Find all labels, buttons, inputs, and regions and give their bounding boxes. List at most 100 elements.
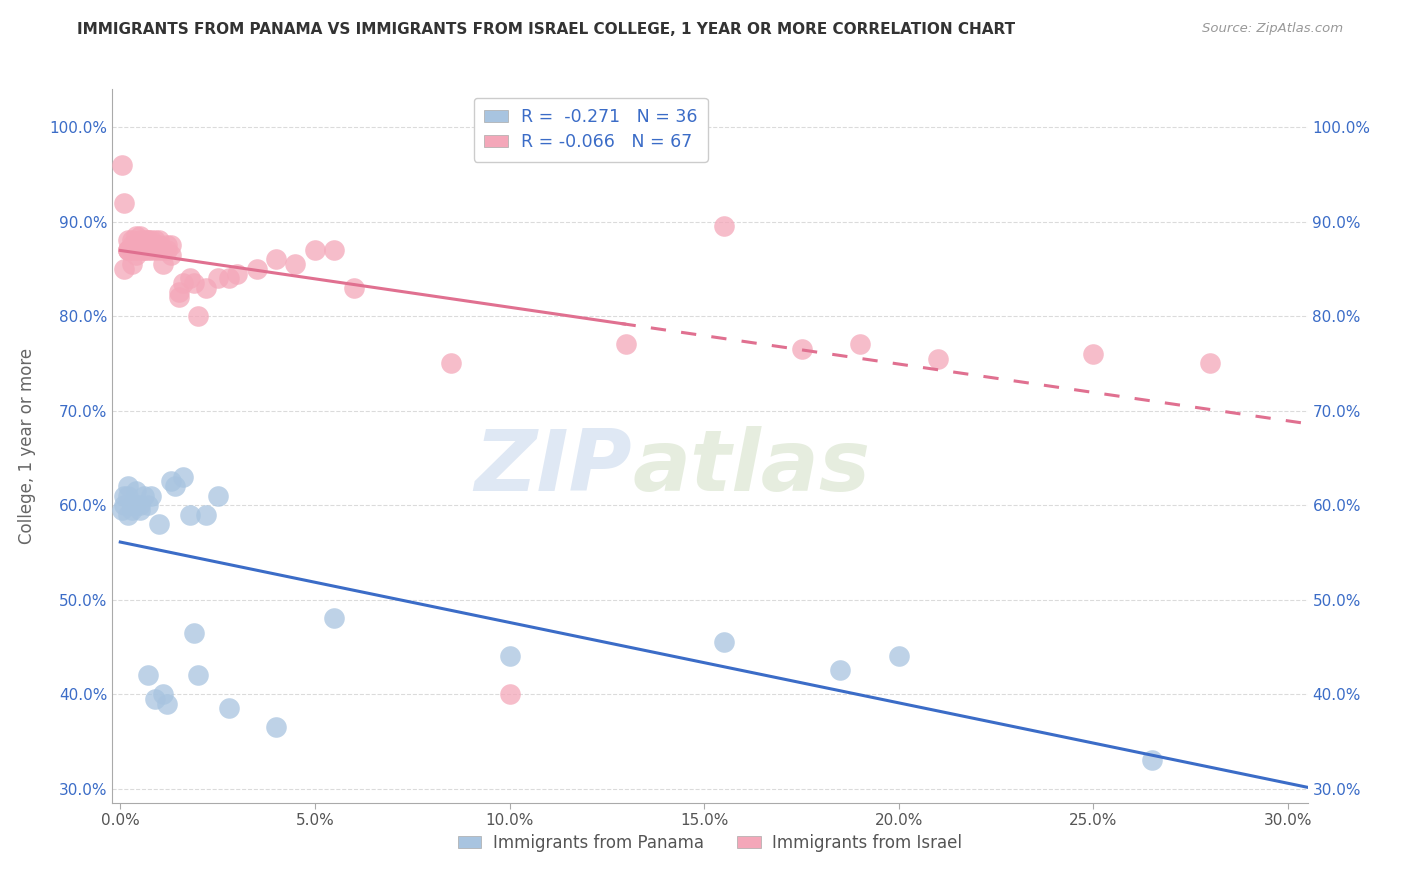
Point: [128, 498, 150, 512]
Point: [121, 498, 143, 512]
Point: [141, 243, 163, 257]
Point: [117, 234, 139, 248]
Legend: R =  -0.271   N = 36, R = -0.066   N = 67: R = -0.271 N = 36, R = -0.066 N = 67: [474, 98, 707, 161]
Point: [172, 276, 194, 290]
Point: [1199, 356, 1222, 370]
Point: [160, 247, 183, 261]
Point: [128, 503, 150, 517]
Point: [187, 309, 209, 323]
Point: [343, 281, 366, 295]
Point: [141, 238, 163, 252]
Point: [790, 342, 813, 356]
Point: [143, 243, 166, 257]
Point: [125, 247, 148, 261]
Point: [152, 687, 174, 701]
Point: [156, 697, 179, 711]
Point: [125, 483, 148, 498]
Point: [143, 691, 166, 706]
Point: [264, 720, 287, 734]
Point: [128, 238, 150, 252]
Point: [156, 238, 179, 252]
Point: [121, 503, 143, 517]
Point: [148, 234, 170, 248]
Point: [112, 261, 135, 276]
Point: [121, 243, 143, 257]
Point: [125, 498, 148, 512]
Point: [152, 257, 174, 271]
Point: [194, 281, 217, 295]
Point: [136, 234, 159, 248]
Point: [167, 285, 190, 300]
Point: [179, 271, 201, 285]
Point: [498, 649, 520, 664]
Point: [194, 508, 217, 522]
Point: [163, 479, 186, 493]
Point: [323, 243, 346, 257]
Point: [112, 195, 135, 210]
Point: [136, 234, 159, 248]
Point: [132, 489, 155, 503]
Point: [128, 243, 150, 257]
Point: [183, 276, 205, 290]
Point: [218, 701, 240, 715]
Point: [148, 243, 170, 257]
Point: [218, 271, 240, 285]
Point: [849, 337, 872, 351]
Point: [245, 261, 267, 276]
Y-axis label: College, 1 year or more: College, 1 year or more: [18, 348, 35, 544]
Point: [179, 508, 201, 522]
Point: [121, 234, 143, 248]
Point: [498, 687, 520, 701]
Text: Source: ZipAtlas.com: Source: ZipAtlas.com: [1202, 22, 1343, 36]
Point: [148, 516, 170, 531]
Point: [143, 238, 166, 252]
Point: [112, 489, 135, 503]
Point: [117, 508, 139, 522]
Point: [136, 243, 159, 257]
Point: [132, 243, 155, 257]
Text: ZIP: ZIP: [475, 425, 633, 509]
Point: [121, 238, 143, 252]
Point: [226, 267, 249, 281]
Point: [125, 238, 148, 252]
Point: [125, 228, 148, 243]
Text: IMMIGRANTS FROM PANAMA VS IMMIGRANTS FROM ISRAEL COLLEGE, 1 YEAR OR MORE CORRELA: IMMIGRANTS FROM PANAMA VS IMMIGRANTS FRO…: [77, 22, 1015, 37]
Point: [323, 611, 346, 625]
Point: [117, 243, 139, 257]
Point: [136, 498, 159, 512]
Point: [141, 489, 163, 503]
Point: [132, 238, 155, 252]
Point: [111, 158, 134, 172]
Point: [128, 228, 150, 243]
Point: [1140, 753, 1163, 767]
Point: [207, 489, 229, 503]
Point: [167, 290, 190, 304]
Point: [207, 271, 229, 285]
Point: [132, 234, 155, 248]
Point: [117, 243, 139, 257]
Point: [141, 234, 163, 248]
Point: [125, 243, 148, 257]
Point: [136, 238, 159, 252]
Point: [264, 252, 287, 267]
Point: [927, 351, 949, 366]
Point: [152, 243, 174, 257]
Text: atlas: atlas: [633, 425, 870, 509]
Point: [128, 234, 150, 248]
Point: [713, 635, 735, 649]
Point: [117, 489, 139, 503]
Point: [284, 257, 307, 271]
Point: [148, 238, 170, 252]
Point: [440, 356, 463, 370]
Point: [1083, 347, 1105, 361]
Point: [156, 243, 179, 257]
Point: [117, 479, 139, 493]
Point: [187, 668, 209, 682]
Point: [143, 234, 166, 248]
Point: [132, 243, 155, 257]
Point: [160, 238, 183, 252]
Point: [887, 649, 910, 664]
Point: [111, 503, 134, 517]
Point: [614, 337, 637, 351]
Point: [304, 243, 326, 257]
